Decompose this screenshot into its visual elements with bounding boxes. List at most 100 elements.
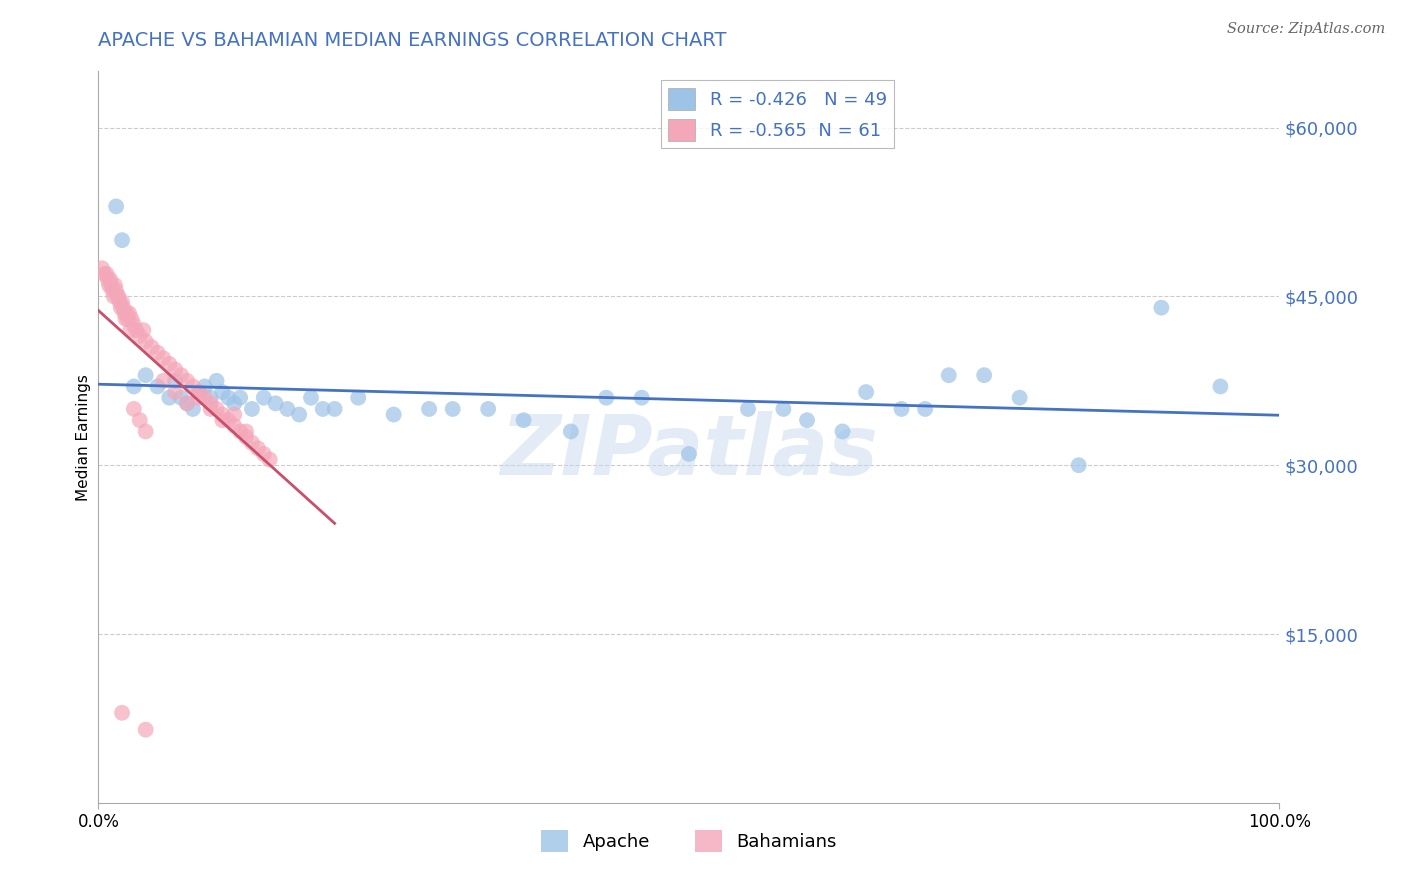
Point	[200, 401, 222, 416]
Text: Source: ZipAtlas.com: Source: ZipAtlas.com	[1226, 22, 1385, 37]
Point	[217, 413, 239, 427]
Point	[1008, 391, 1031, 405]
Point	[276, 401, 298, 416]
Point	[323, 401, 346, 416]
Point	[938, 368, 960, 383]
Point	[120, 323, 142, 337]
Point	[441, 401, 464, 416]
Point	[312, 401, 335, 416]
Point	[194, 379, 217, 393]
Point	[194, 391, 217, 405]
Point	[246, 442, 269, 456]
Point	[135, 425, 157, 439]
Point	[217, 391, 239, 405]
Point	[170, 391, 193, 405]
Point	[224, 396, 246, 410]
Point	[240, 435, 263, 450]
Point	[118, 306, 141, 320]
Point	[1150, 301, 1173, 315]
Point	[253, 391, 276, 405]
Point	[796, 413, 818, 427]
Point	[678, 447, 700, 461]
Point	[97, 272, 120, 286]
Point	[112, 306, 135, 320]
Point	[855, 385, 877, 400]
Point	[98, 278, 121, 293]
Point	[831, 425, 853, 439]
Point	[1209, 379, 1232, 393]
Point	[98, 272, 121, 286]
Point	[181, 379, 204, 393]
Point	[224, 418, 246, 433]
Point	[914, 401, 936, 416]
Point	[135, 723, 157, 737]
Text: ZIPatlas: ZIPatlas	[501, 411, 877, 492]
Point	[347, 391, 370, 405]
Point	[211, 413, 233, 427]
Point	[132, 323, 155, 337]
Point	[200, 396, 222, 410]
Point	[418, 401, 440, 416]
Point	[170, 368, 193, 383]
Point	[105, 289, 128, 303]
Point	[229, 425, 252, 439]
Point	[205, 401, 228, 416]
Point	[165, 385, 187, 400]
Point	[737, 401, 759, 416]
Point	[108, 295, 131, 310]
Point	[560, 425, 582, 439]
Point	[973, 368, 995, 383]
Point	[104, 278, 127, 293]
Point	[595, 391, 617, 405]
Point	[125, 323, 148, 337]
Point	[122, 318, 145, 332]
Point	[187, 385, 209, 400]
Point	[224, 408, 246, 422]
Point	[105, 284, 128, 298]
Point	[128, 328, 150, 343]
Point	[772, 401, 794, 416]
Point	[122, 379, 145, 393]
Point	[200, 391, 222, 405]
Point	[121, 312, 143, 326]
Point	[146, 345, 169, 359]
Point	[107, 289, 129, 303]
Point	[112, 301, 135, 315]
Point	[128, 413, 150, 427]
Legend: Apache, Bahamians: Apache, Bahamians	[534, 823, 844, 860]
Point	[111, 706, 134, 720]
Point	[93, 267, 115, 281]
Point	[135, 334, 157, 349]
Point	[101, 284, 124, 298]
Point	[299, 391, 322, 405]
Point	[110, 301, 132, 315]
Point	[100, 278, 122, 293]
Point	[91, 261, 114, 276]
Point	[205, 374, 228, 388]
Point	[477, 401, 499, 416]
Point	[229, 391, 252, 405]
Point	[512, 413, 534, 427]
Point	[141, 340, 163, 354]
Point	[264, 396, 287, 410]
Point	[176, 396, 198, 410]
Point	[117, 312, 139, 326]
Point	[235, 425, 257, 439]
Point	[165, 362, 187, 376]
Point	[152, 374, 174, 388]
Text: APACHE VS BAHAMIAN MEDIAN EARNINGS CORRELATION CHART: APACHE VS BAHAMIAN MEDIAN EARNINGS CORRE…	[98, 31, 727, 50]
Point	[187, 385, 209, 400]
Point	[211, 385, 233, 400]
Point	[240, 401, 263, 416]
Point	[115, 306, 138, 320]
Point	[890, 401, 912, 416]
Point	[253, 447, 276, 461]
Point	[187, 391, 209, 405]
Point	[176, 374, 198, 388]
Point	[165, 374, 187, 388]
Point	[103, 289, 125, 303]
Point	[96, 267, 118, 281]
Point	[111, 233, 134, 247]
Point	[211, 408, 233, 422]
Point	[152, 351, 174, 366]
